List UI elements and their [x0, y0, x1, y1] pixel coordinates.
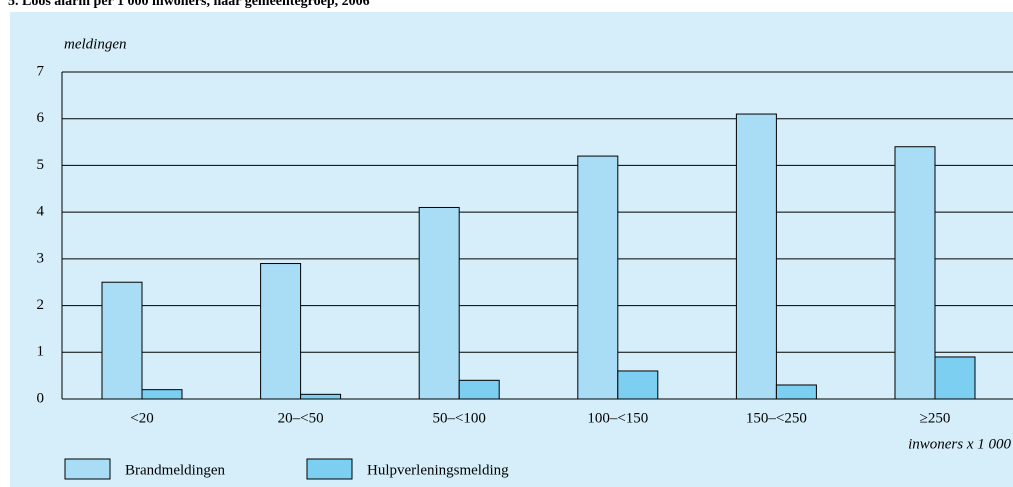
- y-axis-label: meldingen: [64, 36, 126, 52]
- y-tick-label: 1: [37, 344, 45, 360]
- legend-label: Hulpverleningsmelding: [367, 462, 509, 478]
- bar: [418, 206, 460, 400]
- bar: [260, 263, 302, 400]
- bar: [735, 113, 777, 400]
- bar: [934, 356, 976, 400]
- x-tick-label: ≥250: [920, 410, 951, 426]
- x-tick-label: <20: [130, 410, 153, 426]
- panel: [10, 12, 1013, 487]
- y-tick-label: 5: [37, 157, 45, 173]
- bar: [577, 155, 619, 400]
- bar: [617, 370, 659, 400]
- x-axis-label: inwoners x 1 000: [908, 436, 1011, 452]
- y-tick-label: 0: [37, 390, 45, 406]
- y-tick-label: 6: [37, 110, 45, 126]
- x-tick-label: 20–<50: [278, 410, 324, 426]
- x-tick-label: 150–<250: [746, 410, 807, 426]
- bar: [101, 281, 143, 400]
- x-tick-label: 100–<150: [587, 410, 648, 426]
- x-tick-label: 50–<100: [432, 410, 485, 426]
- legend-swatch: [306, 458, 353, 480]
- legend-swatch: [64, 458, 111, 480]
- bar: [458, 379, 500, 400]
- bar: [894, 146, 936, 400]
- y-tick-label: 3: [37, 250, 45, 266]
- y-tick-label: 7: [37, 63, 45, 79]
- bar: [300, 393, 342, 400]
- legend-label: Brandmeldingen: [125, 462, 225, 478]
- bar: [141, 389, 183, 400]
- y-tick-label: 4: [37, 204, 45, 220]
- bar: [775, 384, 817, 400]
- y-tick-label: 2: [37, 297, 45, 313]
- chart-title: 5. Loos alarm per 1 000 inwoners, naar g…: [8, 0, 370, 9]
